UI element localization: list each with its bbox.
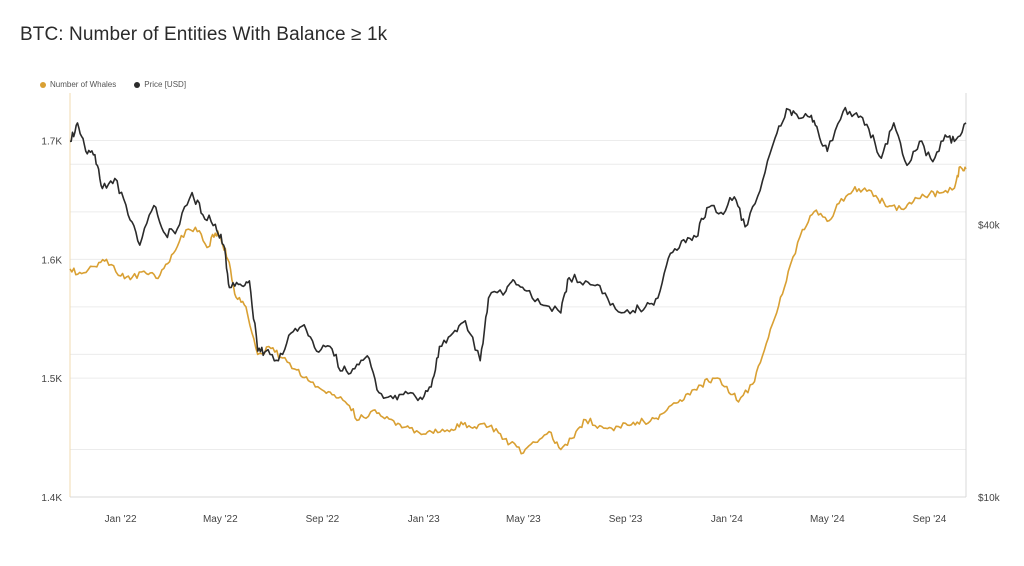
tick-labels: 1.4K 1.5K 1.6K 1.7K $10k $40k Jan '22 May '22 Se… xyxy=(41,137,1000,525)
x-tick-label: Sep '23 xyxy=(609,514,643,525)
y-left-tick-label: 1.7K xyxy=(41,137,62,148)
legend-label-price: Price [USD] xyxy=(144,80,187,89)
series-lines xyxy=(69,106,967,455)
x-tick-label: Jan '22 xyxy=(105,514,137,525)
grid-lines xyxy=(70,140,966,498)
legend: Number of Whales Price [USD] xyxy=(40,80,186,89)
x-tick-label: May '24 xyxy=(810,514,845,525)
x-tick-label: Sep '22 xyxy=(306,514,340,525)
chart-title: BTC: Number of Entities With Balance ≥ 1… xyxy=(20,24,388,45)
legend-item-whales[interactable]: Number of Whales xyxy=(40,80,116,89)
series-line-whales xyxy=(69,165,967,455)
x-tick-label: Jan '24 xyxy=(711,514,743,525)
legend-label-whales: Number of Whales xyxy=(50,80,117,89)
series-line-price xyxy=(69,106,967,402)
y-left-tick-label: 1.4K xyxy=(41,493,62,504)
y-left-tick-label: 1.6K xyxy=(41,255,62,266)
x-tick-label: May '22 xyxy=(203,514,238,525)
y-right-tick-label: $10k xyxy=(978,493,1001,504)
legend-item-price[interactable]: Price [USD] xyxy=(134,80,186,89)
axes xyxy=(69,93,967,498)
y-left-tick-label: 1.5K xyxy=(41,374,62,385)
x-tick-label: May '23 xyxy=(506,514,541,525)
x-tick-label: Sep '24 xyxy=(913,514,947,525)
y-right-tick-label: $40k xyxy=(978,220,1001,231)
legend-swatch-price xyxy=(134,81,141,88)
legend-swatch-whales xyxy=(40,81,46,88)
x-tick-label: Jan '23 xyxy=(408,514,440,525)
